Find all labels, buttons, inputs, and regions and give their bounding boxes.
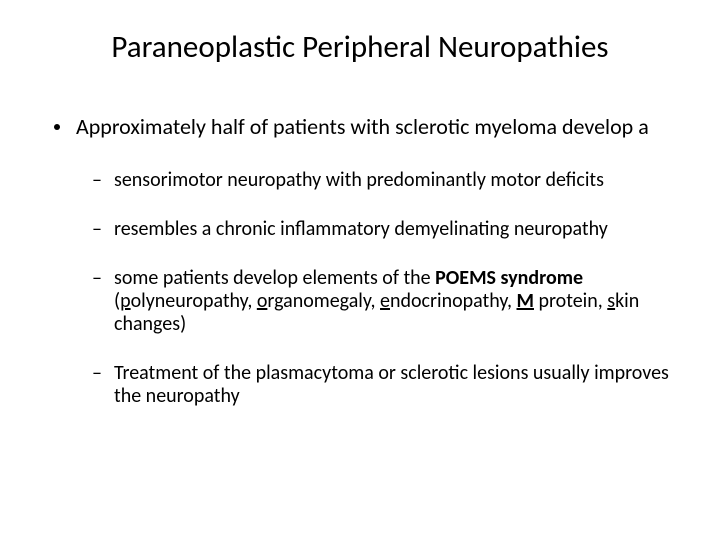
dash-icon: – [92, 169, 102, 192]
bullet-level2: – resembles a chronic inflammatory demye… [50, 218, 670, 241]
dash-icon: – [92, 218, 102, 241]
bullet-level2-poems: – some patients develop elements of the … [50, 267, 670, 336]
disc-icon [54, 124, 60, 130]
bullet-level1: Approximately half of patients with scle… [50, 114, 670, 139]
dash-icon: – [92, 362, 102, 385]
slide-title: Paraneoplastic Peripheral Neuropathies [50, 28, 670, 66]
bullet-level2: – sensorimotor neuropathy with predomina… [50, 169, 670, 192]
bullet-level2: – Treatment of the plasmacytoma or scler… [50, 362, 670, 408]
poems-label: POEMS syndrome [435, 266, 583, 290]
bullet-text: Treatment of the plasmacytoma or sclerot… [114, 361, 669, 408]
bullet-text: Approximately half of patients with scle… [76, 113, 649, 140]
dash-icon: – [92, 267, 102, 290]
bullet-text: some patients develop elements of the PO… [114, 266, 639, 336]
bullet-text: resembles a chronic inflammatory demyeli… [114, 217, 608, 241]
bullet-text: sensorimotor neuropathy with predominant… [114, 168, 604, 192]
slide: Paraneoplastic Peripheral Neuropathies A… [0, 0, 720, 540]
